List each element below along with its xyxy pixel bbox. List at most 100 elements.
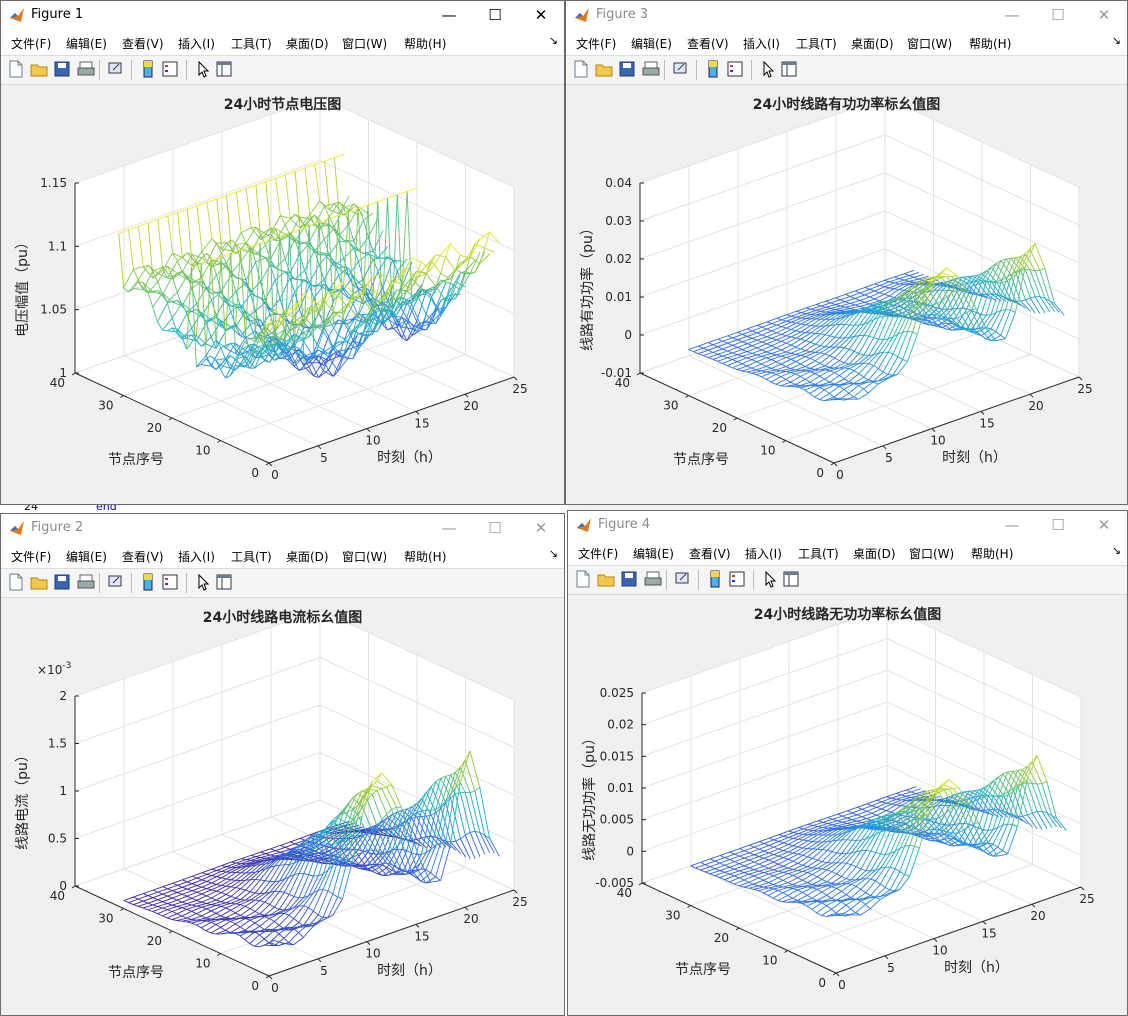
mesh-segment xyxy=(778,858,789,865)
figure-window-1[interactable]: Figure 1— ☐ ✕ 文件(F) 编辑(E) 查看(V) 插入(I) 工具(T) 桌面(… xyxy=(0,0,565,505)
maximize-button[interactable]: ☐ xyxy=(1051,516,1065,534)
mesh-segment xyxy=(746,365,752,369)
legend-icon[interactable] xyxy=(161,60,179,78)
close-button[interactable]: ✕ xyxy=(1097,516,1111,534)
open-file-icon[interactable] xyxy=(595,60,613,78)
property-editor-icon[interactable] xyxy=(782,570,800,588)
menu-item[interactable]: 桌面(D) xyxy=(851,37,894,51)
menu-item[interactable]: 查看(V) xyxy=(687,37,729,51)
menu-item[interactable]: 窗口(W) xyxy=(907,37,953,51)
title-bar[interactable]: Figure 4— ☐ ✕ xyxy=(568,511,1127,539)
new-figure-icon[interactable] xyxy=(574,570,592,588)
link-plot-icon[interactable] xyxy=(674,570,692,588)
menu-item[interactable]: 帮助(H) xyxy=(404,550,447,564)
figure-window-4[interactable]: Figure 4— ☐ ✕ 文件(F) 编辑(E) 查看(V) 插入(I) 工具(T) 桌面(… xyxy=(567,510,1128,1016)
print-icon[interactable] xyxy=(77,60,95,78)
new-figure-icon[interactable] xyxy=(572,60,590,78)
close-button[interactable]: ✕ xyxy=(534,6,548,24)
minimize-button[interactable]: — xyxy=(441,6,457,24)
pointer-icon[interactable] xyxy=(761,570,779,588)
colorbar-icon[interactable] xyxy=(706,570,724,588)
link-plot-icon[interactable] xyxy=(672,60,690,78)
save-icon[interactable] xyxy=(620,570,638,588)
menu-item[interactable]: 文件(F) xyxy=(576,37,617,51)
menu-overflow-arrow-icon[interactable]: ↘ xyxy=(548,34,558,47)
menu-item[interactable]: 编辑(E) xyxy=(633,547,674,561)
menu-item[interactable]: 桌面(D) xyxy=(286,550,329,564)
property-editor-icon[interactable] xyxy=(780,60,798,78)
title-bar[interactable]: Figure 3— ☐ ✕ xyxy=(566,1,1127,29)
menu-item[interactable]: 插入(I) xyxy=(745,547,782,561)
colorbar-icon[interactable] xyxy=(704,60,722,78)
menu-item[interactable]: 插入(I) xyxy=(178,550,215,564)
menu-item[interactable]: 编辑(E) xyxy=(66,37,107,51)
colorbar-icon[interactable] xyxy=(139,573,157,591)
menu-item[interactable]: 插入(I) xyxy=(743,37,780,51)
menu-overflow-arrow-icon[interactable]: ↘ xyxy=(1111,34,1121,47)
save-icon[interactable] xyxy=(53,573,71,591)
menu-overflow-arrow-icon[interactable]: ↘ xyxy=(548,547,558,560)
figure-window-3[interactable]: Figure 3— ☐ ✕ 文件(F) 编辑(E) 查看(V) 插入(I) 工具(T) 桌面(… xyxy=(565,0,1128,505)
minimize-button[interactable]: — xyxy=(441,519,457,537)
open-file-icon[interactable] xyxy=(30,60,48,78)
menu-item[interactable]: 工具(T) xyxy=(796,37,837,51)
menu-item[interactable]: 文件(F) xyxy=(11,550,52,564)
pointer-icon[interactable] xyxy=(194,573,212,591)
mesh-segment xyxy=(766,371,772,374)
save-icon[interactable] xyxy=(53,60,71,78)
print-icon[interactable] xyxy=(77,573,95,591)
menu-item[interactable]: 查看(V) xyxy=(689,547,731,561)
menu-overflow-arrow-icon[interactable]: ↘ xyxy=(1111,544,1121,557)
new-figure-icon[interactable] xyxy=(7,573,25,591)
save-icon[interactable] xyxy=(618,60,636,78)
maximize-button[interactable]: ☐ xyxy=(488,519,502,537)
mesh-segment xyxy=(381,788,393,810)
menu-item[interactable]: 编辑(E) xyxy=(631,37,672,51)
link-plot-icon[interactable] xyxy=(107,60,125,78)
open-file-icon[interactable] xyxy=(597,570,615,588)
mesh-segment xyxy=(440,777,452,798)
menu-item[interactable]: 窗口(W) xyxy=(909,547,955,561)
menu-item[interactable]: 工具(T) xyxy=(231,550,272,564)
menu-item[interactable]: 工具(T) xyxy=(798,547,839,561)
legend-icon[interactable] xyxy=(728,570,746,588)
close-button[interactable]: ✕ xyxy=(1097,6,1111,24)
print-icon[interactable] xyxy=(644,570,662,588)
menu-item[interactable]: 窗口(W) xyxy=(342,550,388,564)
title-bar[interactable]: Figure 2— ☐ ✕ xyxy=(1,514,564,542)
maximize-button[interactable]: ☐ xyxy=(488,6,502,24)
link-plot-icon[interactable] xyxy=(107,573,125,591)
menu-item[interactable]: 插入(I) xyxy=(178,37,215,51)
new-figure-icon[interactable] xyxy=(7,60,25,78)
legend-icon[interactable] xyxy=(726,60,744,78)
close-button[interactable]: ✕ xyxy=(534,519,548,537)
title-bar[interactable]: Figure 1— ☐ ✕ xyxy=(1,1,564,29)
open-file-icon[interactable] xyxy=(30,573,48,591)
menu-item[interactable]: 工具(T) xyxy=(231,37,272,51)
legend-icon[interactable] xyxy=(161,573,179,591)
menu-item[interactable]: 文件(F) xyxy=(11,37,52,51)
maximize-button[interactable]: ☐ xyxy=(1051,6,1065,24)
pointer-icon[interactable] xyxy=(194,60,212,78)
menu-item[interactable]: 查看(V) xyxy=(122,550,164,564)
menu-item[interactable]: 桌面(D) xyxy=(853,547,896,561)
menu-item[interactable]: 帮助(H) xyxy=(969,37,1012,51)
menu-item[interactable]: 查看(V) xyxy=(122,37,164,51)
property-editor-icon[interactable] xyxy=(215,60,233,78)
colorbar-icon[interactable] xyxy=(139,60,157,78)
pointer-icon[interactable] xyxy=(759,60,777,78)
mesh-segment xyxy=(342,811,348,814)
menu-item[interactable]: 文件(F) xyxy=(578,547,619,561)
mesh-segment xyxy=(347,837,359,855)
menu-item[interactable]: 帮助(H) xyxy=(971,547,1014,561)
menu-item[interactable]: 桌面(D) xyxy=(286,37,329,51)
figure-window-2[interactable]: Figure 2— ☐ ✕ 文件(F) 编辑(E) 查看(V) 插入(I) 工具(T) 桌面(… xyxy=(0,513,565,1016)
menu-item[interactable]: 编辑(E) xyxy=(66,550,107,564)
minimize-button[interactable]: — xyxy=(1004,516,1020,534)
menu-item[interactable]: 帮助(H) xyxy=(404,37,447,51)
property-editor-icon[interactable] xyxy=(215,573,233,591)
menu-item[interactable]: 窗口(W) xyxy=(342,37,388,51)
print-icon[interactable] xyxy=(642,60,660,78)
minimize-button[interactable]: — xyxy=(1004,6,1020,24)
mesh-segment xyxy=(250,851,261,856)
